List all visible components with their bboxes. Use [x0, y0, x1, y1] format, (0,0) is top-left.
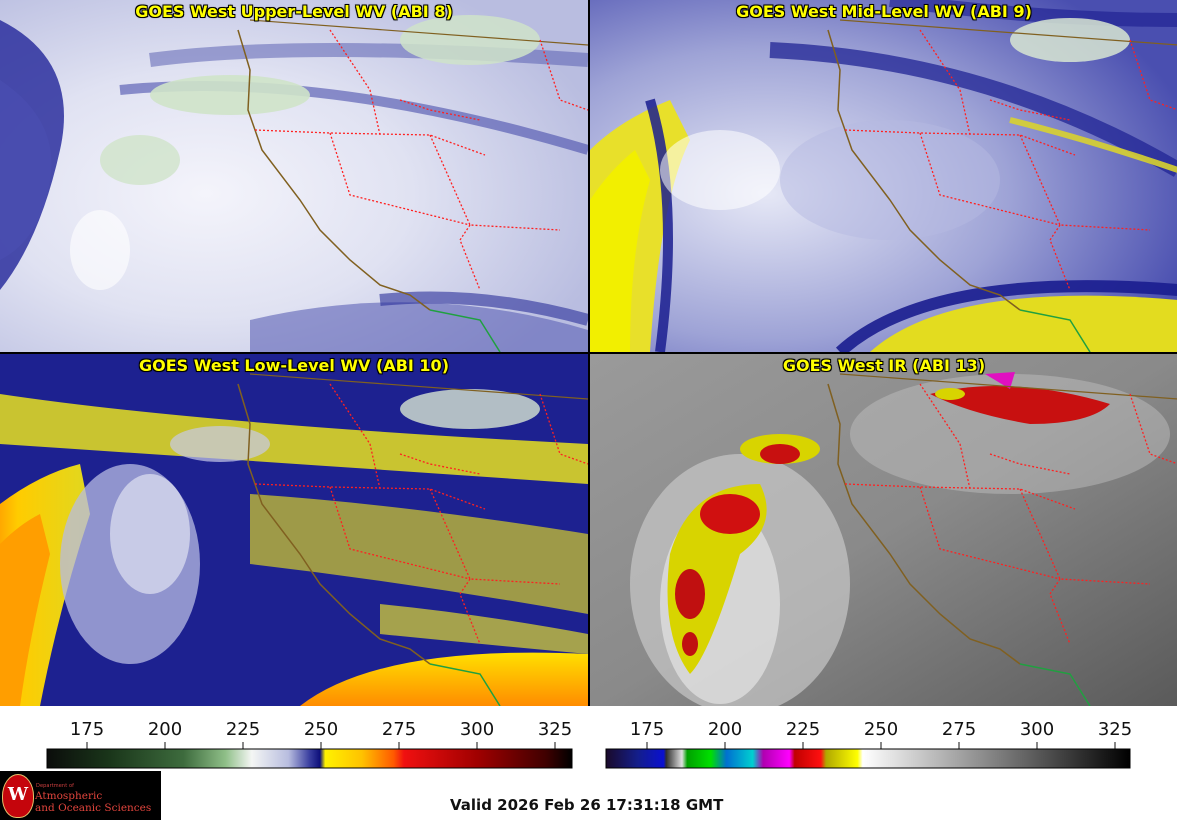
valid-time: Valid 2026 Feb 26 17:31:18 GMT	[450, 796, 724, 814]
panel-divider-horizontal	[0, 352, 1177, 354]
wv-tick-label: 275	[382, 719, 416, 740]
logo-line2: and Oceanic Sciences	[35, 802, 152, 814]
ir-tick-label: 250	[864, 719, 898, 740]
wv-tick-label: 300	[460, 719, 494, 740]
panel-mid-level-wv: GOES West Mid-Level WV (ABI 9)	[590, 0, 1177, 352]
logo-line1: Atmospheric	[35, 790, 103, 802]
wv-colorbar-gradient	[46, 748, 573, 769]
uw-seal-icon: W	[2, 774, 34, 818]
ir-image	[590, 354, 1177, 706]
low-level-wv-image	[0, 354, 588, 706]
ir-tick-label: 175	[630, 719, 664, 740]
ir-tick-label: 225	[786, 719, 820, 740]
ir-tick-label: 275	[942, 719, 976, 740]
wv-tick-label: 250	[304, 719, 338, 740]
aos-logo: W Department of Atmospheric and Oceanic …	[0, 771, 161, 820]
ir-tick-label: 300	[1020, 719, 1054, 740]
ir-tick-label: 325	[1098, 719, 1132, 740]
wv-tick-label: 225	[226, 719, 260, 740]
panel-upper-level-wv: GOES West Upper-Level WV (ABI 8)	[0, 0, 588, 352]
wv-tick-label: 200	[148, 719, 182, 740]
logo-dept-text: Department of	[36, 783, 74, 789]
wv-colorbar: 175 200 225 250 275 300 325	[40, 712, 580, 770]
upper-level-wv-image	[0, 0, 588, 352]
wv-tick-label: 325	[538, 719, 572, 740]
ir-colorbar: 175 200 225 250 275 300 325	[600, 712, 1140, 770]
panel-low-level-wv: GOES West Low-Level WV (ABI 10)	[0, 354, 588, 706]
ir-colorbar-gradient	[605, 748, 1131, 769]
panel-ir: GOES West IR (ABI 13)	[590, 354, 1177, 706]
mid-level-wv-image	[590, 0, 1177, 352]
ir-tick-label: 200	[708, 719, 742, 740]
wv-tick-label: 175	[70, 719, 104, 740]
